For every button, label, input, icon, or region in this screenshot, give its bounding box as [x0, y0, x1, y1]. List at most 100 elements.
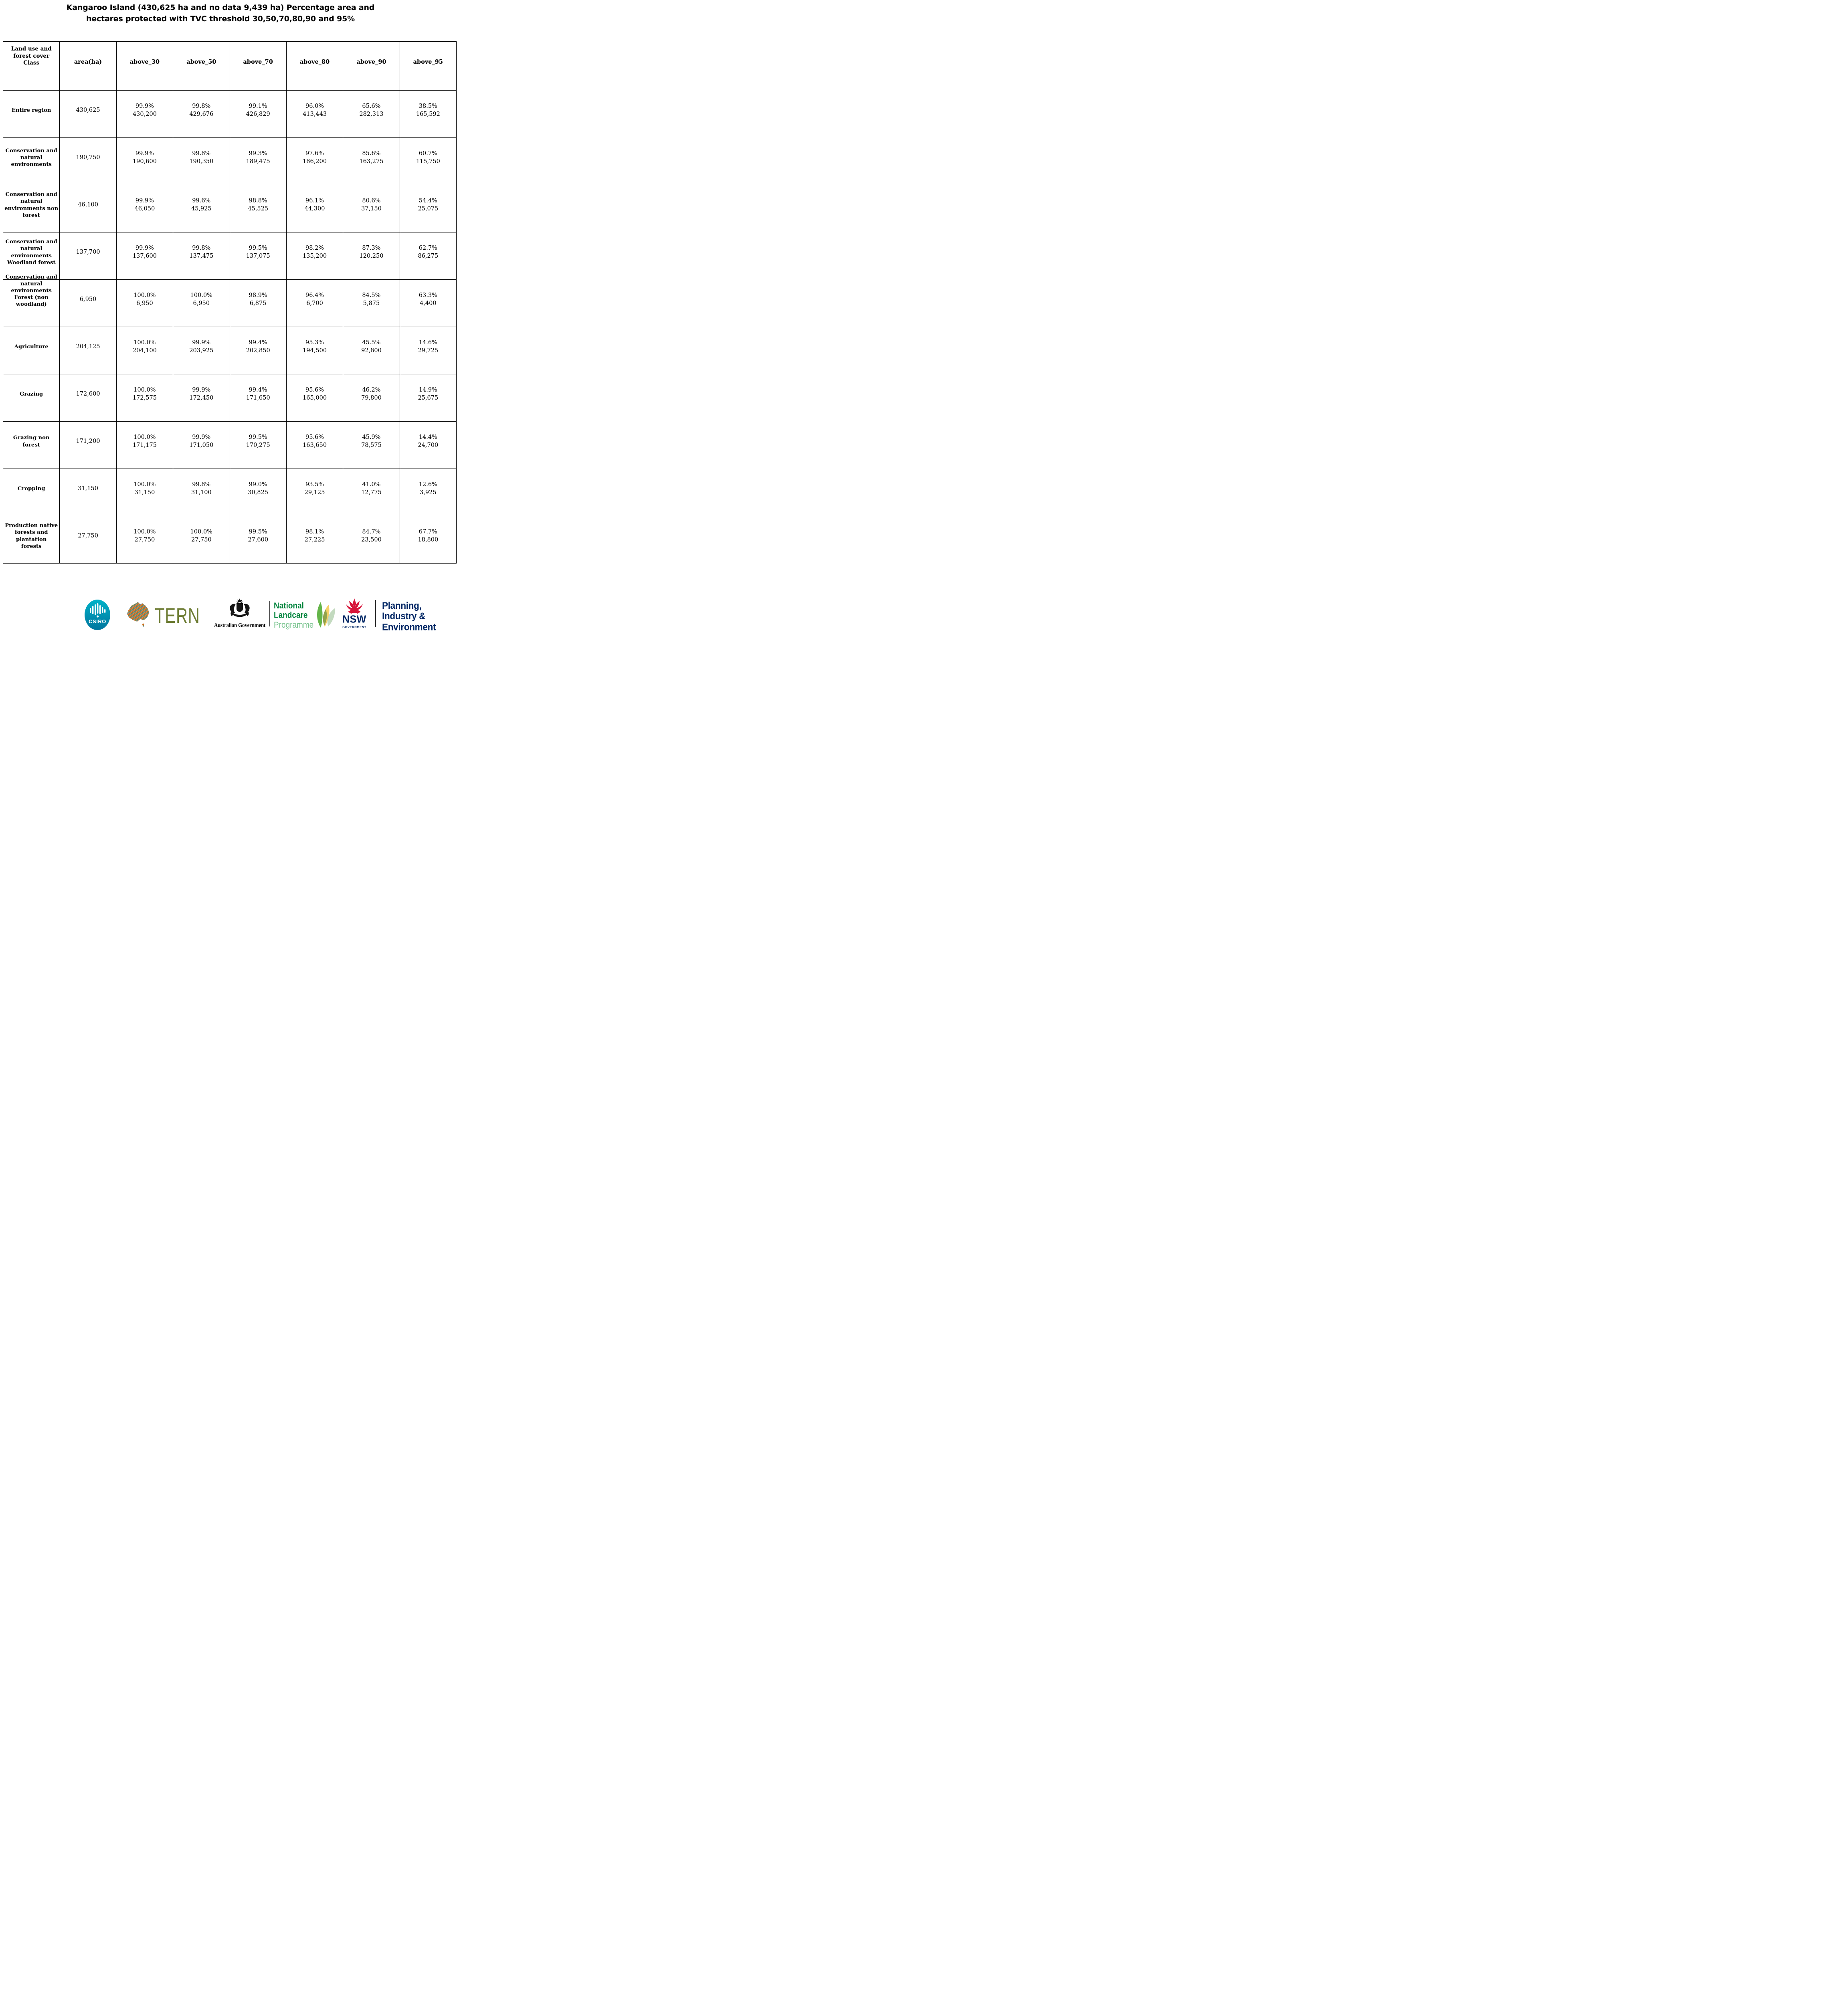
- threshold-cell: 60.7% 115,750: [399, 137, 457, 185]
- threshold-cell: 99.9% 46,050: [116, 185, 174, 232]
- percent-value: 100.0%: [133, 339, 156, 346]
- hectares-value: 45,525: [248, 205, 269, 212]
- area-value: 137,700: [76, 248, 100, 255]
- percent-value: 99.1%: [249, 103, 267, 109]
- threshold-cell: 99.9% 430,200: [116, 90, 174, 138]
- threshold-cell: 100.0% 172,575: [116, 374, 174, 422]
- area-cell: 172,600: [59, 374, 117, 422]
- area-value: 6,950: [79, 296, 97, 303]
- logo-footer: CSIRO TERN: [0, 598, 462, 638]
- column-header-label: above_95: [413, 59, 443, 65]
- hectares-value: 46,050: [134, 205, 155, 212]
- class-label: Grazing non forest: [13, 435, 50, 448]
- hectares-value: 429,676: [189, 111, 214, 117]
- hectares-value: 12,775: [361, 489, 382, 496]
- tern-map-icon: [127, 602, 149, 627]
- hectares-value: 6,950: [136, 300, 153, 307]
- logo-divider: [375, 600, 376, 627]
- percent-value: 100.0%: [190, 528, 212, 535]
- hectares-value: 137,600: [132, 253, 157, 259]
- area-value: 172,600: [76, 390, 100, 397]
- threshold-cell: 96.0% 413,443: [286, 90, 344, 138]
- planning-line1: Planning,: [382, 600, 422, 611]
- class-label-cell: Conservation and natural environments: [2, 137, 60, 185]
- hectares-value: 120,250: [359, 253, 384, 259]
- hectares-value: 204,100: [132, 347, 157, 354]
- threshold-cell: 99.3% 189,475: [229, 137, 287, 185]
- class-label-cell: Cropping: [2, 469, 60, 516]
- percent-value: 99.9%: [135, 244, 154, 251]
- column-header-label: above_70: [243, 59, 273, 65]
- percent-value: 99.9%: [192, 339, 211, 346]
- landcare-line2: Landcare: [274, 610, 308, 620]
- percent-value: 99.5%: [249, 434, 267, 440]
- threshold-cell: 100.0% 171,175: [116, 421, 174, 469]
- csiro-logo: CSIRO: [84, 599, 111, 630]
- hectares-value: 5,875: [363, 300, 380, 307]
- percent-value: 100.0%: [190, 292, 212, 299]
- table-row: Entire region 430,625 99.9% 430,200 99.8% 429…: [2, 90, 457, 138]
- percent-value: 80.6%: [362, 197, 381, 204]
- class-label: Production native forests and plantation…: [5, 523, 58, 549]
- threshold-cell: 96.4% 6,700: [286, 279, 344, 327]
- class-label-cell: Conservation and natural environments Fo…: [2, 274, 60, 327]
- percent-value: 99.5%: [249, 528, 267, 535]
- threshold-cell: 14.4% 24,700: [399, 421, 457, 469]
- percent-value: 63.3%: [419, 292, 437, 299]
- area-value: 190,750: [76, 154, 100, 161]
- threshold-cell: 46.2% 79,800: [343, 374, 400, 422]
- threshold-cell: 99.4% 202,850: [229, 327, 287, 374]
- percent-value: 45.5%: [362, 339, 381, 346]
- hectares-value: 172,450: [189, 394, 214, 401]
- hectares-value: 186,200: [303, 158, 327, 165]
- hectares-value: 170,275: [246, 442, 270, 448]
- threshold-cell: 14.6% 29,725: [399, 327, 457, 374]
- waratah-icon: [346, 598, 363, 614]
- hectares-value: 163,275: [359, 158, 384, 165]
- hectares-value: 37,150: [361, 205, 382, 212]
- column-header-above-95: above_95: [399, 41, 457, 91]
- percent-value: 87.3%: [362, 244, 381, 251]
- column-header-label: above_90: [356, 59, 386, 65]
- percent-value: 38.5%: [419, 103, 437, 109]
- hectares-value: 6,700: [306, 300, 323, 307]
- column-header-above-70: above_70: [229, 41, 287, 91]
- hectares-value: 189,475: [246, 158, 270, 165]
- percent-value: 96.4%: [305, 292, 324, 299]
- page-title: Kangaroo Island (430,625 ha and no data …: [0, 2, 441, 24]
- area-cell: 204,125: [59, 327, 117, 374]
- class-label: Conservation and natural environments no…: [4, 192, 59, 218]
- percent-value: 85.6%: [362, 150, 381, 157]
- percent-value: 41.0%: [362, 481, 381, 488]
- table-row: Grazing 172,600 100.0% 172,575 99.9% 172,450 9…: [2, 374, 457, 422]
- percent-value: 67.7%: [419, 528, 437, 535]
- percent-value: 65.6%: [362, 103, 381, 109]
- percent-value: 98.8%: [249, 197, 267, 204]
- header-row: Land use and forest cover Class area(ha)…: [2, 41, 457, 91]
- national-landcare-logo: National Landcare Programme: [274, 601, 338, 630]
- hectares-value: 29,125: [304, 489, 325, 496]
- hectares-value: 3,925: [420, 489, 437, 496]
- percent-value: 54.4%: [419, 197, 437, 204]
- csiro-ellipse: [85, 600, 110, 630]
- hectares-value: 165,000: [303, 394, 327, 401]
- percent-value: 84.5%: [362, 292, 381, 299]
- table-row: Conservation and natural environments no…: [2, 185, 457, 232]
- threshold-cell: 100.0% 27,750: [116, 516, 174, 564]
- table-body: Entire region 430,625 99.9% 430,200 99.8% 429…: [2, 90, 457, 564]
- percent-value: 99.8%: [192, 244, 211, 251]
- percent-value: 98.2%: [305, 244, 324, 251]
- table-header: Land use and forest cover Class area(ha)…: [2, 41, 457, 91]
- area-cell: 27,750: [59, 516, 117, 564]
- coat-of-arms-icon: [230, 598, 250, 617]
- threshold-cell: 100.0% 31,150: [116, 469, 174, 516]
- threshold-cell: 99.9% 203,925: [173, 327, 230, 374]
- class-label: Conservation and natural environments Wo…: [5, 239, 57, 266]
- threshold-cell: 99.9% 190,600: [116, 137, 174, 185]
- hectares-value: 25,075: [418, 205, 439, 212]
- threshold-cell: 87.3% 120,250: [343, 232, 400, 280]
- area-value: 46,100: [78, 201, 98, 208]
- area-cell: 137,700: [59, 232, 117, 280]
- threshold-cell: 95.6% 165,000: [286, 374, 344, 422]
- threshold-cell: 97.6% 186,200: [286, 137, 344, 185]
